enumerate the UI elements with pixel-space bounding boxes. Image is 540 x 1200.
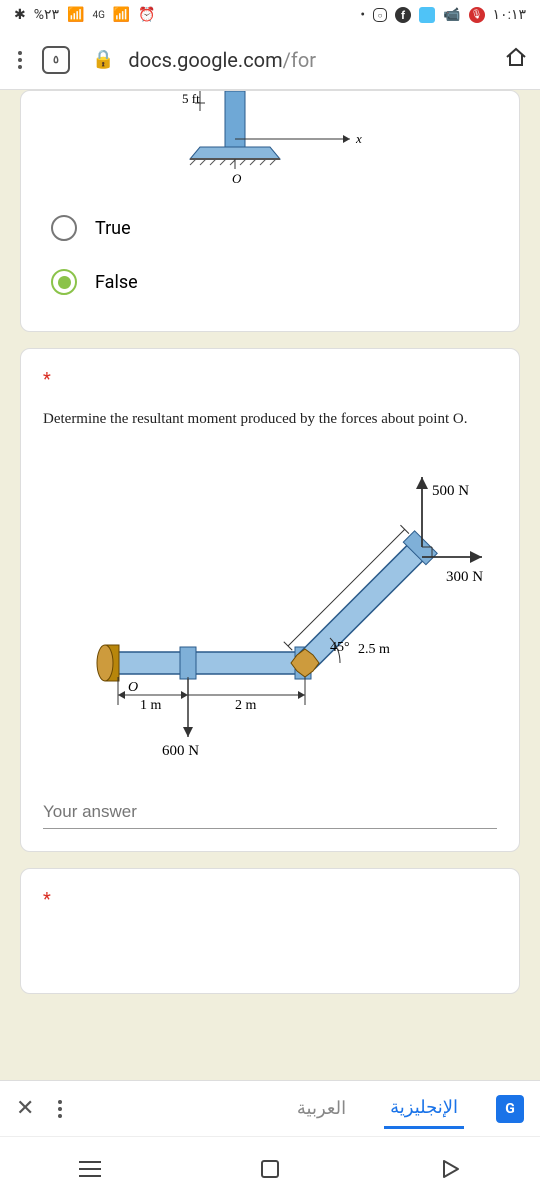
radio-icon-checked <box>51 269 77 295</box>
question-card-1: 5 ft x O True False <box>20 90 520 332</box>
dot-icon: • <box>360 7 365 23</box>
back-button[interactable] <box>435 1154 465 1184</box>
airplane-icon: ✱ <box>14 7 26 23</box>
facebook-icon: f <box>395 7 411 23</box>
translate-menu-button[interactable] <box>52 1094 68 1124</box>
clock-time: ١٠:١٣ <box>493 7 526 23</box>
answer-input[interactable] <box>43 796 497 829</box>
close-icon[interactable]: ✕ <box>16 1096 34 1121</box>
tab-count-value: ٥ <box>53 53 59 66</box>
data-icon: 4G <box>92 10 104 21</box>
browser-bar: ٥ 🔒 docs.google.com/for <box>0 30 540 90</box>
svg-text:2 m: 2 m <box>235 698 257 713</box>
status-left: ✱ %٢٣ 📶 4G 📶 ⏰ <box>14 7 156 23</box>
signal-icon: 📶 <box>67 7 84 23</box>
svg-text:45°: 45° <box>330 640 350 655</box>
svg-text:300 N: 300 N <box>446 569 483 585</box>
radio-option-true[interactable]: True <box>43 201 497 255</box>
label-x: x <box>355 131 362 146</box>
video-icon: 📹 <box>443 7 460 23</box>
label-O: O <box>232 171 242 186</box>
radio-label-false: False <box>95 272 138 293</box>
google-translate-icon[interactable]: G <box>496 1095 524 1123</box>
status-bar: ✱ %٢٣ 📶 4G 📶 ⏰ • ○ f 📹 🎙 ١٠:١٣ <box>0 0 540 30</box>
instagram-icon: ○ <box>373 8 387 22</box>
lang-arabic[interactable]: العربية <box>291 1090 352 1127</box>
svg-text:1 m: 1 m <box>140 698 162 713</box>
radio-option-false[interactable]: False <box>43 255 497 309</box>
home-button[interactable] <box>255 1154 285 1184</box>
label-5ft: 5 ft <box>182 91 200 106</box>
alarm-icon: ⏰ <box>138 7 155 23</box>
radio-icon-unchecked <box>51 215 77 241</box>
translate-bar: ✕ العربية الإنجليزية G <box>0 1080 540 1136</box>
url-path: /for <box>283 48 316 72</box>
question-card-2: * Determine the resultant moment produce… <box>20 348 520 852</box>
home-icon[interactable] <box>504 45 528 75</box>
app-icon <box>419 7 435 23</box>
tab-count-button[interactable]: ٥ <box>42 46 70 74</box>
menu-button[interactable] <box>12 45 28 75</box>
battery-percent: %٢٣ <box>34 7 59 23</box>
question-card-3: * <box>20 868 520 994</box>
system-nav-bar <box>0 1136 540 1200</box>
lock-icon: 🔒 <box>92 49 114 70</box>
lang-english[interactable]: الإنجليزية <box>384 1089 464 1129</box>
mic-icon: 🎙 <box>469 7 485 23</box>
radio-label-true: True <box>95 218 131 239</box>
diagram-2: 1 m 2 m O 600 N 45° 2.5 m <box>43 442 497 772</box>
url-host: docs.google.com <box>128 48 282 72</box>
recent-apps-button[interactable] <box>75 1154 105 1184</box>
svg-text:600 N: 600 N <box>162 743 199 759</box>
url-bar[interactable]: docs.google.com/for <box>128 48 490 72</box>
radio-group: True False <box>43 201 497 309</box>
svg-text:O: O <box>128 680 138 695</box>
required-indicator-3: * <box>43 889 51 910</box>
form-content: 5 ft x O True False * <box>0 90 540 994</box>
required-indicator: * <box>43 369 51 390</box>
gtranslate-label: G <box>505 1101 515 1117</box>
svg-text:2.5 m: 2.5 m <box>358 642 390 657</box>
signal2-icon: 📶 <box>113 7 130 23</box>
question-prompt: Determine the resultant moment produced … <box>43 411 497 428</box>
status-right: • ○ f 📹 🎙 ١٠:١٣ <box>360 7 526 23</box>
svg-text:500 N: 500 N <box>432 483 469 499</box>
diagram-1: 5 ft x O <box>43 91 497 191</box>
